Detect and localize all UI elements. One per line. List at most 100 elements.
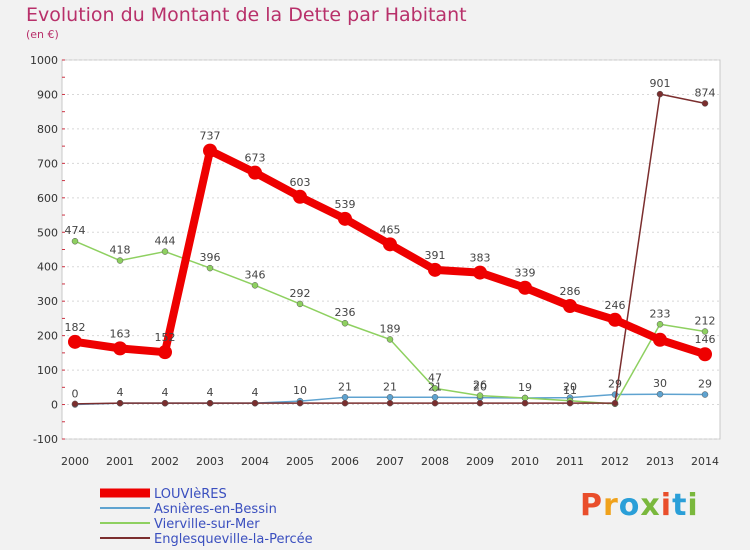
data-point	[113, 341, 127, 356]
data-point	[116, 257, 124, 264]
x-tick-label: 2005	[286, 455, 314, 468]
x-tick-label: 2012	[601, 455, 629, 468]
data-point	[293, 189, 307, 204]
data-point	[248, 165, 262, 180]
data-point	[206, 399, 214, 407]
data-point	[521, 399, 529, 407]
grid-lines	[62, 59, 720, 440]
data-point	[563, 299, 577, 314]
data-label: 391	[425, 249, 446, 262]
data-label: 383	[470, 252, 491, 265]
data-point	[611, 399, 619, 407]
data-label: 29	[608, 378, 622, 391]
data-label: 236	[335, 306, 356, 319]
data-point	[656, 90, 664, 98]
series-group	[68, 90, 712, 408]
data-point	[653, 332, 667, 347]
y-tick-label: 900	[37, 88, 58, 101]
data-label: 474	[65, 224, 86, 237]
data-point	[71, 237, 79, 245]
x-tick-label: 2013	[646, 455, 674, 468]
x-axis-ticks: 2000 2001 2002 2003 2004 2005 2006 2007 2008 2009…	[61, 455, 719, 468]
data-point	[431, 394, 439, 401]
data-point	[341, 394, 349, 401]
data-point	[476, 399, 484, 407]
x-tick-label: 2003	[196, 455, 224, 468]
y-axis-ticks: -100 0 100 200 300 400 500 600 700 800 900 1000	[30, 54, 58, 446]
data-label: 21	[383, 380, 397, 393]
x-tick-label: 2014	[691, 455, 719, 468]
y-tick-label: 600	[37, 192, 58, 205]
data-point	[473, 265, 487, 280]
data-label: 21	[338, 380, 352, 393]
data-point	[431, 385, 439, 392]
y-tick-label: 500	[37, 226, 58, 239]
logo-letter: i	[660, 488, 673, 523]
legend-label: Englesqueville-la-Percée	[154, 532, 313, 547]
data-point	[341, 399, 349, 407]
legend-label: Asnières-en-Bessin	[154, 502, 277, 517]
data-label: 20	[563, 381, 577, 394]
logo-letter: o	[618, 488, 641, 523]
data-label: 418	[110, 244, 131, 257]
data-point	[656, 390, 664, 398]
data-label: 20	[473, 381, 487, 394]
data-point	[296, 399, 304, 407]
x-tick-label: 2004	[241, 455, 269, 468]
data-label: 286	[560, 285, 581, 298]
data-point	[206, 264, 214, 272]
data-point	[338, 211, 352, 226]
data-label: 0	[72, 388, 79, 401]
data-label: 152	[155, 331, 176, 344]
y-tick-label: -100	[33, 433, 58, 446]
data-point	[476, 392, 484, 399]
data-label: 444	[155, 235, 176, 248]
data-point	[203, 143, 217, 158]
data-label: 539	[335, 198, 356, 211]
data-point	[431, 399, 439, 407]
y-tick-label: 200	[37, 330, 58, 343]
data-point	[428, 262, 442, 277]
data-label: 4	[207, 386, 214, 399]
data-point	[161, 248, 169, 255]
data-point	[701, 328, 709, 335]
legend: LOUVIèRESAsnières-en-BessinVierville-sur…	[100, 487, 313, 547]
data-label: 901	[650, 77, 671, 90]
data-point	[116, 399, 124, 407]
data-label: 29	[698, 378, 712, 391]
data-label: 47	[428, 371, 442, 384]
data-label: 189	[380, 322, 401, 335]
data-label: 292	[290, 287, 311, 300]
data-label: 4	[252, 386, 259, 399]
data-point	[701, 391, 709, 398]
data-label: 30	[653, 377, 667, 390]
logo-letter: i	[687, 488, 699, 523]
data-label: 465	[380, 223, 401, 236]
y-tick-label: 100	[37, 364, 58, 377]
data-point	[158, 345, 172, 360]
x-tick-label: 2009	[466, 455, 494, 468]
data-label: 737	[200, 130, 221, 143]
data-point	[656, 321, 664, 328]
chart-title: Evolution du Montant de la Dette par Hab…	[26, 4, 467, 26]
data-label: 163	[110, 327, 131, 340]
y-tick-label: 1000	[30, 54, 58, 67]
data-point	[386, 394, 394, 401]
data-label: 26	[473, 379, 487, 392]
data-point	[68, 334, 82, 349]
data-label: 182	[65, 321, 86, 334]
data-labels-group: 182 163 152 737 673 603 539 465 391 383 339 286 246 1…	[65, 77, 716, 400]
legend-label: Vierville-sur-Mer	[154, 517, 260, 532]
data-point	[251, 399, 259, 407]
data-label: 4	[117, 386, 124, 399]
logo-letter: r	[603, 488, 619, 523]
data-label: 4	[162, 386, 169, 399]
data-point	[386, 336, 394, 343]
x-tick-label: 2008	[421, 455, 449, 468]
proxiti-logo: Proxiti	[580, 488, 699, 523]
data-point	[701, 100, 709, 107]
x-tick-label: 2001	[106, 455, 134, 468]
logo-letter: x	[640, 488, 661, 523]
data-point	[296, 300, 304, 308]
